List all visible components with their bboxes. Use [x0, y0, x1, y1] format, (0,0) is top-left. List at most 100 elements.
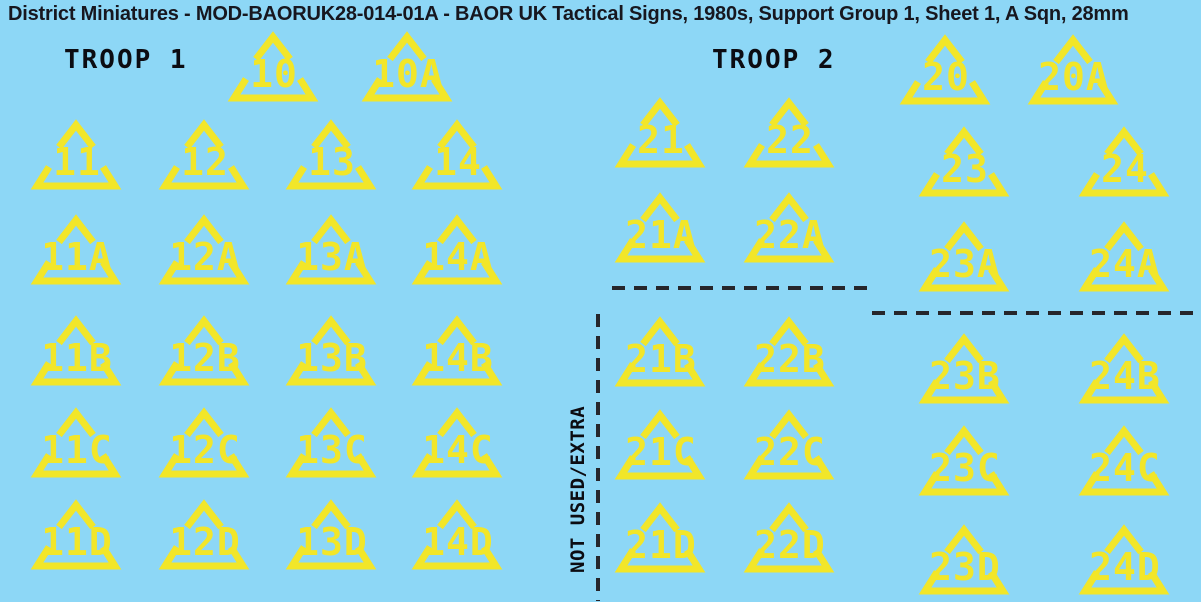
tactical-sign-23: 23: [914, 125, 1014, 199]
triangle-apex: [311, 214, 351, 245]
sign-number: 21C: [625, 430, 697, 474]
sign-number: 14C: [422, 428, 494, 472]
tactical-sign-24C: 24C: [1074, 424, 1174, 498]
triangle-base: [158, 361, 250, 386]
triangle-base: [411, 165, 503, 190]
triangle-apex: [769, 409, 809, 440]
triangle-base: [285, 260, 377, 285]
triangle-apex: [311, 499, 351, 530]
tactical-sign-11: 11: [26, 118, 126, 192]
sign-number: 22A: [754, 213, 826, 257]
triangle-base: [743, 238, 835, 263]
tactical-sign-24D: 24D: [1074, 523, 1174, 597]
troop2-heading: TROOP 2: [712, 45, 836, 75]
triangle-base: [1078, 172, 1170, 197]
tactical-sign-21C: 21C: [610, 408, 710, 482]
triangle-apex: [184, 407, 224, 438]
triangle-base: [158, 260, 250, 285]
tactical-sign-24: 24: [1074, 125, 1174, 199]
triangle-apex: [1104, 333, 1144, 364]
tactical-sign-23D: 23D: [914, 523, 1014, 597]
triangle-apex: [56, 315, 96, 346]
sign-number: 13A: [296, 235, 368, 279]
tactical-sign-23C: 23C: [914, 424, 1014, 498]
sign-number: 22: [766, 118, 814, 162]
sign-number: 13D: [296, 520, 368, 564]
cut-line-horizontal-1: [612, 286, 868, 290]
sign-number: 11C: [41, 428, 113, 472]
tactical-sign-14D: 14D: [407, 498, 507, 572]
tactical-sign-21D: 21D: [610, 501, 710, 575]
troop1-heading: TROOP 1: [64, 45, 188, 75]
triangle-apex: [1104, 126, 1144, 157]
triangle-apex: [56, 407, 96, 438]
sign-number: 10A: [372, 52, 444, 96]
triangle-apex: [437, 499, 477, 530]
triangle-base: [743, 455, 835, 480]
sign-number: 21D: [625, 523, 697, 567]
sign-number: 13B: [296, 336, 368, 380]
triangle-apex: [769, 97, 809, 128]
sign-number: 14A: [422, 235, 494, 279]
triangle-base: [614, 143, 706, 168]
sign-number: 11A: [41, 235, 113, 279]
tactical-sign-13B: 13B: [281, 314, 381, 388]
sign-number: 13C: [296, 428, 368, 472]
tactical-sign-23B: 23B: [914, 332, 1014, 406]
not-used-extra-label: NOT USED/EXTRA: [567, 405, 589, 573]
sign-number: 23: [941, 147, 989, 191]
sign-number: 24: [1101, 147, 1149, 191]
tactical-sign-22A: 22A: [739, 191, 839, 265]
tactical-sign-12C: 12C: [154, 406, 254, 480]
sign-number: 12A: [169, 235, 241, 279]
triangle-apex: [925, 34, 965, 65]
tactical-sign-21: 21: [610, 96, 710, 170]
tactical-sign-11C: 11C: [26, 406, 126, 480]
triangle-base: [1078, 379, 1170, 404]
tactical-sign-11A: 11A: [26, 213, 126, 287]
triangle-apex: [311, 407, 351, 438]
triangle-base: [361, 77, 453, 102]
tactical-sign-12D: 12D: [154, 498, 254, 572]
sign-number: 22C: [754, 430, 826, 474]
triangle-base: [30, 453, 122, 478]
triangle-base: [411, 453, 503, 478]
triangle-base: [1078, 267, 1170, 292]
tactical-sign-13: 13: [281, 118, 381, 192]
product-title: District Miniatures - MOD-BAORUK28-014-0…: [8, 3, 1129, 25]
tactical-sign-12: 12: [154, 118, 254, 192]
triangle-base: [285, 453, 377, 478]
sign-number: 12C: [169, 428, 241, 472]
tactical-sign-14C: 14C: [407, 406, 507, 480]
tactical-sign-22: 22: [739, 96, 839, 170]
triangle-base: [614, 455, 706, 480]
sign-number: 10: [250, 52, 298, 96]
triangle-base: [227, 77, 319, 102]
triangle-base: [30, 361, 122, 386]
triangle-base: [1078, 570, 1170, 595]
sign-number: 24C: [1089, 446, 1161, 490]
sign-number: 11: [53, 140, 101, 184]
tactical-sign-11B: 11B: [26, 314, 126, 388]
sign-number: 11D: [41, 520, 113, 564]
sign-number: 24D: [1089, 545, 1161, 589]
triangle-apex: [437, 214, 477, 245]
triangle-base: [285, 361, 377, 386]
tactical-sign-12B: 12B: [154, 314, 254, 388]
tactical-sign-22D: 22D: [739, 501, 839, 575]
tactical-sign-21B: 21B: [610, 315, 710, 389]
sign-number: 22D: [754, 523, 826, 567]
triangle-apex: [387, 31, 427, 62]
sign-number: 21: [637, 118, 685, 162]
triangle-apex: [184, 315, 224, 346]
triangle-apex: [184, 119, 224, 150]
triangle-apex: [944, 333, 984, 364]
sign-number: 23A: [929, 242, 1001, 286]
cut-line-horizontal-2: [872, 311, 1194, 315]
triangle-apex: [769, 192, 809, 223]
tactical-sign-13A: 13A: [281, 213, 381, 287]
tactical-sign-10: 10: [223, 30, 323, 104]
triangle-apex: [1104, 524, 1144, 555]
sign-number: 22B: [754, 337, 826, 381]
sign-number: 12D: [169, 520, 241, 564]
